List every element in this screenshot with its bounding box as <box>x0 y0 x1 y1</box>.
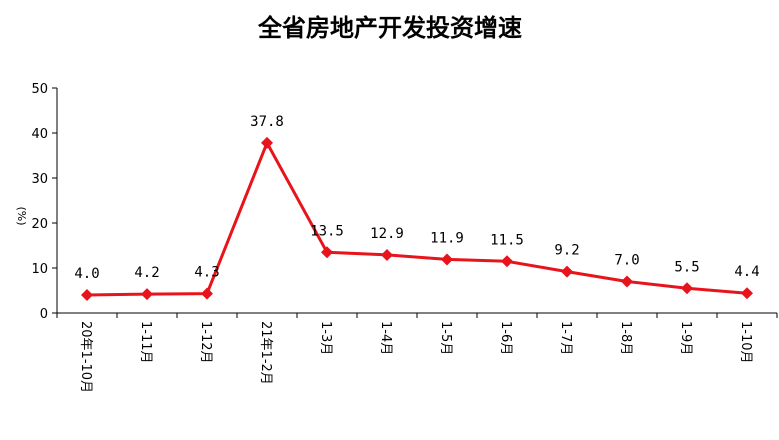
data-label: 12.9 <box>370 226 404 242</box>
y-tick-label: 0 <box>40 307 48 322</box>
data-label: 37.8 <box>250 114 284 130</box>
data-label: 4.0 <box>74 266 99 282</box>
data-point-marker <box>141 288 153 301</box>
x-tick-label: 1-10月 <box>738 321 753 364</box>
data-point-marker <box>501 255 513 268</box>
data-point-marker <box>741 287 753 300</box>
x-tick-label: 1-8月 <box>618 321 633 355</box>
data-point-marker <box>261 136 273 149</box>
data-point-marker <box>201 287 213 300</box>
data-label: 9.2 <box>554 243 579 259</box>
data-label: 4.4 <box>734 264 759 280</box>
x-tick-label: 1-4月 <box>378 321 393 355</box>
y-tick-label: 50 <box>31 82 48 97</box>
y-tick-label: 30 <box>31 172 48 187</box>
x-ticks: 20年1-10月 1-11月 1-12月 21年1-2月 1-3月 1-4月 1-5月 1-6… <box>56 313 778 393</box>
x-tick-label: 1-6月 <box>498 321 513 355</box>
chart-title: 全省房地产开发投资增速 <box>257 13 522 42</box>
y-ticks: 0 10 20 30 40 50 <box>31 82 57 322</box>
data-point-marker <box>681 282 693 295</box>
y-tick-label: 10 <box>31 262 48 277</box>
x-tick-label: 20年1-10月 <box>78 321 93 393</box>
data-label: 5.5 <box>674 259 699 275</box>
data-point-marker <box>321 246 333 259</box>
data-label: 11.9 <box>430 230 464 246</box>
x-tick-label: 1-11月 <box>138 321 153 364</box>
series-line <box>86 141 748 297</box>
axes <box>56 88 777 314</box>
data-point-marker <box>381 248 393 261</box>
y-axis-label: (%) <box>15 206 28 225</box>
y-tick-label: 20 <box>31 217 48 232</box>
x-tick-label: 1-5月 <box>438 321 453 355</box>
data-labels: 4.0 4.2 4.3 37.8 13.5 12.9 11.9 11.5 9.2 7.0 5.5 4.… <box>74 114 759 282</box>
y-tick-label: 40 <box>31 127 48 142</box>
data-label: 7.0 <box>614 253 639 269</box>
data-point-marker <box>81 289 93 301</box>
data-label: 13.5 <box>310 223 344 239</box>
x-tick-label: 1-3月 <box>318 321 333 355</box>
data-label: 4.3 <box>194 265 219 281</box>
data-label: 4.2 <box>134 265 159 281</box>
x-tick-label: 1-9月 <box>678 321 693 355</box>
data-point-marker <box>621 275 633 288</box>
data-point-marker <box>441 253 453 266</box>
x-tick-label: 1-7月 <box>558 321 573 355</box>
x-tick-label: 21年1-2月 <box>258 321 273 385</box>
series <box>81 136 753 301</box>
data-point-marker <box>561 265 573 278</box>
x-tick-label: 1-12月 <box>198 321 213 364</box>
data-label: 11.5 <box>490 232 524 248</box>
